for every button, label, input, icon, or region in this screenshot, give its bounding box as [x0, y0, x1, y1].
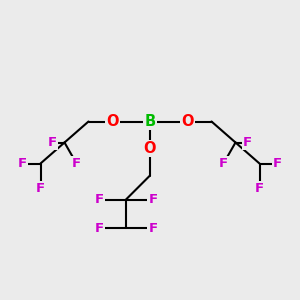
Text: F: F	[255, 182, 264, 196]
Text: F: F	[36, 182, 45, 196]
Text: F: F	[18, 157, 27, 170]
Text: F: F	[148, 221, 158, 235]
Text: F: F	[72, 157, 81, 170]
Text: O: O	[144, 141, 156, 156]
Text: F: F	[94, 221, 103, 235]
Text: F: F	[94, 193, 103, 206]
Text: B: B	[144, 114, 156, 129]
Text: F: F	[148, 193, 158, 206]
Text: F: F	[48, 136, 57, 149]
Text: O: O	[106, 114, 119, 129]
Text: F: F	[219, 157, 228, 170]
Text: O: O	[181, 114, 194, 129]
Text: F: F	[243, 136, 252, 149]
Text: F: F	[273, 157, 282, 170]
